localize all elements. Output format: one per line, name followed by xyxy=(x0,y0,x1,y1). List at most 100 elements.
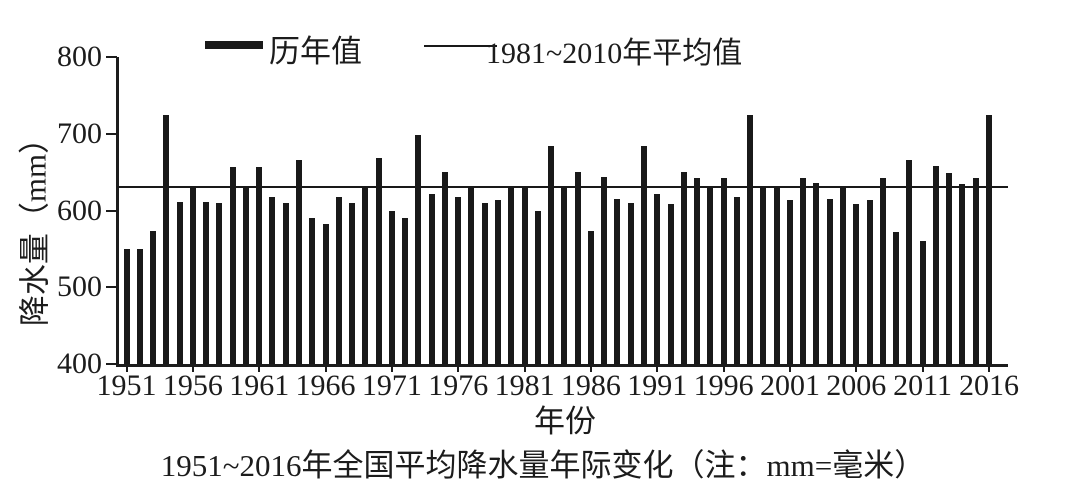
y-tick-label: 400 xyxy=(57,347,102,380)
x-axis-line xyxy=(116,364,1008,367)
x-axis-title: 年份 xyxy=(534,404,596,439)
bar-1972 xyxy=(402,218,409,364)
legend-average-label: 1981~2010年平均值 xyxy=(486,37,743,70)
x-tick-label: 1986 xyxy=(560,369,621,402)
bar-1996 xyxy=(720,178,727,364)
bar-1988 xyxy=(614,198,621,364)
bar-1959 xyxy=(229,166,236,364)
bar-1968 xyxy=(349,202,356,364)
y-axis-line xyxy=(116,57,119,367)
bar-1961 xyxy=(256,166,263,364)
bar-1957 xyxy=(203,202,210,364)
x-tick-label: 1971 xyxy=(361,369,422,402)
x-tick-mark xyxy=(788,366,791,372)
y-tick-mark xyxy=(106,132,117,135)
average-line xyxy=(117,186,1008,189)
bar-1981 xyxy=(521,187,528,364)
bar-1969 xyxy=(362,187,369,364)
x-tick-label: 2016 xyxy=(958,369,1019,402)
bar-1960 xyxy=(242,187,249,364)
bar-1998 xyxy=(747,115,754,364)
bar-1974 xyxy=(428,193,435,364)
bar-2015 xyxy=(972,178,979,364)
bar-1975 xyxy=(441,172,448,364)
bar-1979 xyxy=(495,199,502,364)
bar-1954 xyxy=(163,115,170,364)
bar-2000 xyxy=(773,187,780,364)
x-tick-label: 2006 xyxy=(826,369,887,402)
bar-1951 xyxy=(123,248,130,364)
bar-2006 xyxy=(853,203,860,364)
y-tick-mark xyxy=(106,363,117,365)
bar-2002 xyxy=(800,178,807,364)
legend-annual-swatch xyxy=(205,41,263,49)
bar-1984 xyxy=(561,187,568,364)
bar-2009 xyxy=(893,231,900,364)
bar-1955 xyxy=(176,202,183,364)
bar-1966 xyxy=(322,223,329,364)
x-tick-label: 1951 xyxy=(96,369,157,402)
bar-1985 xyxy=(574,172,581,364)
bar-2001 xyxy=(786,199,793,364)
bar-1977 xyxy=(468,187,475,364)
x-tick-mark xyxy=(324,366,327,372)
bar-2003 xyxy=(813,182,820,364)
bar-1964 xyxy=(295,159,302,364)
bar-1963 xyxy=(282,202,289,364)
x-tick-label: 1966 xyxy=(295,369,356,402)
bar-1989 xyxy=(627,202,634,364)
x-tick-label: 2001 xyxy=(759,369,820,402)
x-tick-mark xyxy=(523,366,526,372)
y-tick-label: 800 xyxy=(57,40,102,73)
bar-1956 xyxy=(189,187,196,364)
x-tick-label: 1996 xyxy=(693,369,754,402)
bar-1962 xyxy=(269,196,276,364)
bar-2010 xyxy=(906,159,913,364)
bar-1993 xyxy=(680,172,687,364)
bar-2007 xyxy=(866,199,873,364)
bar-2013 xyxy=(946,172,953,364)
bar-1987 xyxy=(601,177,608,364)
bar-1967 xyxy=(335,196,342,364)
y-tick-label: 700 xyxy=(57,116,102,150)
bar-2004 xyxy=(826,198,833,364)
bar-2014 xyxy=(959,183,966,364)
x-tick-mark xyxy=(457,366,460,372)
legend-annual-label: 历年值 xyxy=(269,34,362,69)
bar-1973 xyxy=(415,135,422,364)
bar-1992 xyxy=(667,203,674,364)
bar-2012 xyxy=(932,165,939,364)
x-tick-mark xyxy=(921,366,924,372)
bar-1994 xyxy=(694,178,701,364)
x-tick-mark xyxy=(258,366,261,372)
y-tick-label: 600 xyxy=(57,193,102,227)
bar-1995 xyxy=(707,187,714,364)
x-tick-mark xyxy=(987,366,990,372)
x-tick-mark xyxy=(589,366,592,372)
x-tick-mark xyxy=(722,366,725,372)
bar-2011 xyxy=(919,241,926,364)
bar-1970 xyxy=(375,157,382,364)
legend-average-swatch xyxy=(424,45,497,47)
bar-1997 xyxy=(733,197,740,364)
y-tick-mark xyxy=(106,209,117,212)
x-tick-mark xyxy=(656,366,659,372)
bar-1978 xyxy=(481,202,488,364)
bar-1958 xyxy=(216,202,223,364)
bar-1971 xyxy=(388,210,395,364)
bar-1982 xyxy=(534,210,541,364)
x-tick-label: 1976 xyxy=(428,369,489,402)
x-tick-label: 1991 xyxy=(627,369,688,402)
bar-1953 xyxy=(150,231,157,364)
bar-2008 xyxy=(879,178,886,364)
bar-1986 xyxy=(587,231,594,364)
x-tick-label: 1981 xyxy=(494,369,555,402)
x-tick-label: 1956 xyxy=(162,369,223,402)
y-tick-mark xyxy=(106,56,117,58)
legend: 历年值 1981~2010年平均值 xyxy=(0,0,1086,70)
bar-1952 xyxy=(136,248,143,364)
x-tick-mark xyxy=(855,366,858,372)
bar-1976 xyxy=(455,197,462,364)
bar-1983 xyxy=(548,146,555,364)
